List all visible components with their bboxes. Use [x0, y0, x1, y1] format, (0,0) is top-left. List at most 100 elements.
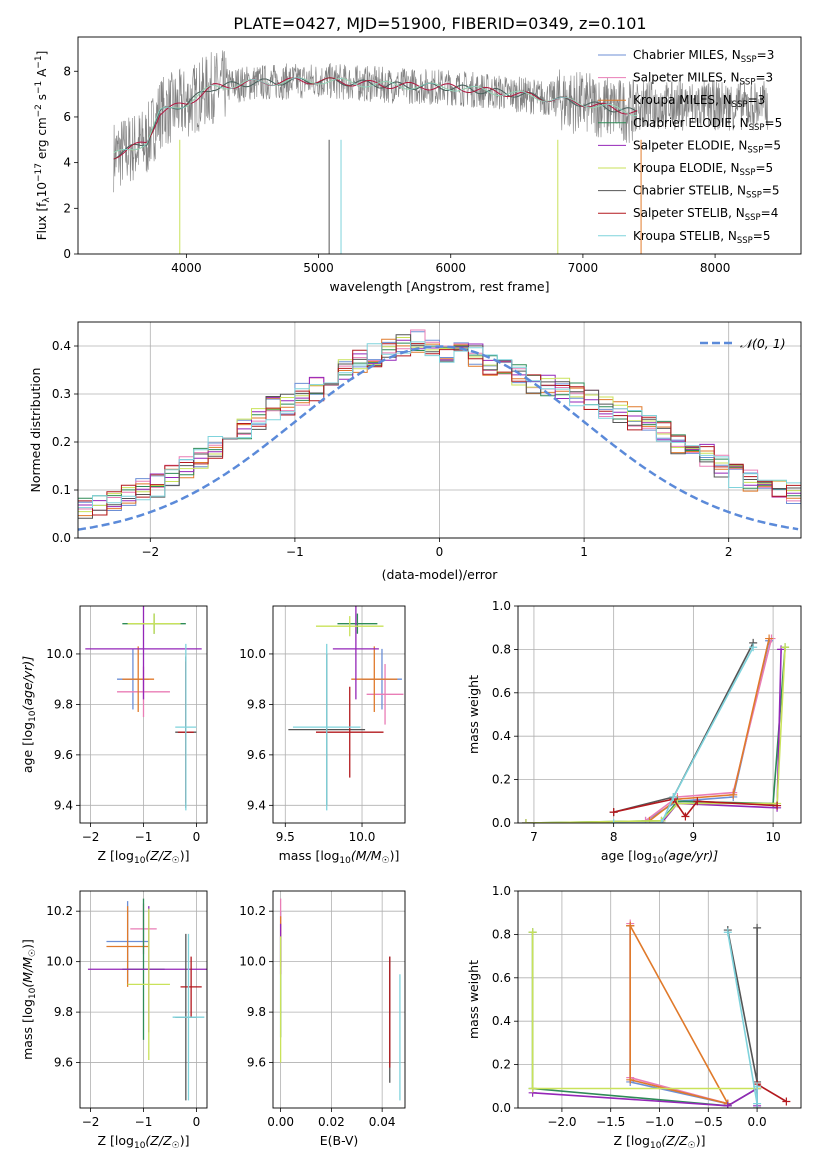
- plot-area-age_vs_Z: [85, 606, 202, 811]
- x-tick-label: 0: [193, 1115, 201, 1129]
- weight-series: [756, 1083, 787, 1103]
- y-tick-label: 6: [63, 110, 71, 124]
- y-tick-label: 10.2: [239, 904, 266, 918]
- y-tick-label: 9.4: [54, 798, 73, 812]
- weight-marker: [521, 819, 530, 823]
- weight-marker: [753, 1099, 762, 1108]
- x-tick-label: 1: [580, 545, 588, 559]
- x-tick-label: 9.5: [276, 830, 295, 844]
- x-axis-label: Z [log10(Z/Z☉)]: [98, 848, 190, 866]
- figure-title: PLATE=0427, MJD=51900, FIBERID=0349, z=0…: [233, 14, 646, 33]
- legend-entry: 𝒩(0, 1): [740, 336, 786, 351]
- panel-age_vs_Z: −2 −1 0 9.4 9.6 9.8 10.0 Z [log10(Z/Z☉)] age [lo…: [20, 605, 208, 866]
- x-tick-label: 4000: [171, 261, 202, 275]
- weight-marker: [781, 643, 790, 652]
- x-tick-label: 5000: [303, 261, 334, 275]
- y-tick-label: 0.4: [492, 729, 511, 743]
- residual-histogram: [78, 334, 801, 519]
- legend-entry: Salpeter ELODIE, NSSP=5: [633, 138, 781, 155]
- axes-frame: [272, 605, 406, 824]
- x-tick-label: −1.0: [645, 1115, 674, 1129]
- x-tick-label: −2: [82, 1115, 100, 1129]
- plot-area-residuals: [78, 329, 801, 531]
- legend-entry: Kroupa MILES, NSSP=3: [633, 93, 765, 110]
- model-spectrum: [113, 77, 638, 154]
- residual-histogram: [78, 343, 801, 516]
- x-tick-label: 9: [690, 830, 698, 844]
- panel-mass_vs_ebv: 0.00 0.02 0.04 9.6 9.8 10.0 10.2 E(B-V): [239, 890, 406, 1148]
- weight-marker: [657, 819, 666, 823]
- y-tick-label: 9.8: [54, 697, 73, 711]
- legend: Chabrier MILES, NSSP=3 Salpeter MILES, NS…: [598, 48, 782, 246]
- y-tick-label: 0.6: [492, 686, 511, 700]
- weight-series: [613, 646, 754, 823]
- legend-entry: Chabrier MILES, NSSP=3: [633, 48, 774, 65]
- weight-series: [649, 638, 770, 822]
- plot-area-spectrum: [113, 50, 769, 254]
- weight-marker: [723, 928, 732, 937]
- x-tick-label: 0: [436, 545, 444, 559]
- y-tick-label: 1.0: [492, 884, 511, 898]
- x-tick-label: −1: [135, 1115, 153, 1129]
- weight-marker: [528, 1084, 537, 1093]
- y-tick-label: 0.1: [52, 483, 71, 497]
- y-tick-label: 0.6: [492, 971, 511, 985]
- x-axis-label: mass [log10(M/M☉)]: [279, 848, 400, 866]
- panel-massweight_vs_age: 7 8 9 10 0.0 0.2 0.4 0.6 0.8 1.0 age [log10(age/yr…: [466, 599, 802, 866]
- residual-histogram: [78, 338, 801, 517]
- x-tick-label: 0.02: [318, 1115, 345, 1129]
- weight-marker: [609, 819, 618, 823]
- x-tick-label: 2: [725, 545, 733, 559]
- y-axis-label: Flux [fλ10−17 erg cm−2 s−1 A−1]: [34, 51, 52, 241]
- plot-area-massweight_vs_Z: [528, 919, 791, 1108]
- weight-marker: [693, 797, 702, 806]
- x-tick-label: −1: [286, 545, 304, 559]
- x-tick-label: 0.00: [267, 1115, 294, 1129]
- weight-marker: [723, 1101, 732, 1108]
- y-tick-label: 9.6: [247, 748, 266, 762]
- panel-mass_vs_Z: −2 −1 0 9.6 9.8 10.0 10.2 Z [log10(Z/Z☉)] mass […: [20, 890, 208, 1151]
- weight-marker: [753, 1082, 762, 1091]
- y-tick-label: 0.8: [492, 927, 511, 941]
- model-spectrum: [113, 77, 638, 160]
- y-tick-label: 0.3: [52, 387, 71, 401]
- y-tick-label: 8: [63, 64, 71, 78]
- residual-histogram: [78, 339, 801, 509]
- y-tick-label: 0.0: [492, 816, 511, 830]
- y-axis-label: age [log10(age/yr)]: [20, 656, 38, 773]
- y-tick-label: 10.2: [46, 904, 73, 918]
- weight-marker: [729, 790, 738, 799]
- x-tick-label: 10: [765, 830, 780, 844]
- x-tick-label: 8000: [700, 261, 731, 275]
- weight-marker: [749, 643, 758, 652]
- y-tick-label: 9.8: [54, 1005, 73, 1019]
- x-tick-label: 10.0: [349, 830, 376, 844]
- plot-area-mass_vs_Z: [87, 898, 207, 1101]
- axes-frame: [517, 890, 802, 1109]
- weight-marker: [777, 645, 786, 654]
- y-tick-label: 9.4: [247, 798, 266, 812]
- legend-entry: Chabrier STELIB, NSSP=5: [633, 184, 780, 201]
- weight-series: [727, 932, 758, 1104]
- y-axis-label: Normed distribution: [28, 368, 43, 493]
- weight-marker: [609, 808, 618, 817]
- x-tick-label: −2: [141, 545, 159, 559]
- x-axis-label: E(B-V): [320, 1133, 359, 1148]
- x-tick-label: −2: [82, 830, 100, 844]
- legend-entry: Salpeter STELIB, NSSP=4: [633, 206, 778, 223]
- x-tick-label: −1: [135, 830, 153, 844]
- y-tick-label: 0.8: [492, 642, 511, 656]
- y-tick-label: 0.4: [52, 339, 71, 353]
- panel-age_vs_mass: 9.5 10.0 9.4 9.6 9.8 10.0 mass [log10(M/M☉)]: [239, 605, 406, 866]
- x-tick-label: −0.5: [694, 1115, 723, 1129]
- weight-marker: [626, 921, 635, 930]
- normal-curve: [78, 345, 799, 531]
- residual-histogram: [78, 331, 801, 515]
- weight-series: [531, 932, 758, 1090]
- y-axis-label: mass weight: [466, 675, 481, 754]
- x-axis-label: Z [log10(Z/Z☉)]: [98, 1133, 190, 1151]
- x-tick-label: 8: [610, 830, 618, 844]
- weight-series: [645, 638, 773, 822]
- plot-area-massweight_vs_age: [521, 634, 790, 823]
